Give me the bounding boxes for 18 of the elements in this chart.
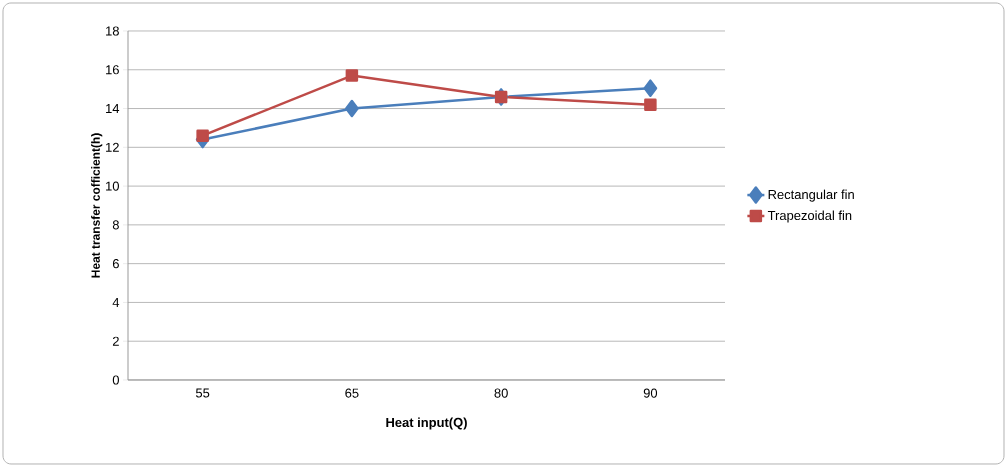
- x-tick-label: 65: [345, 388, 359, 398]
- x-tick-label: 55: [195, 388, 210, 398]
- x-axis-title: Heat input(Q): [386, 417, 467, 430]
- y-tick-label: 6: [112, 259, 119, 269]
- y-axis-title: Heat transfer cofficient(h): [91, 133, 103, 278]
- legend-label: Trapezoidal fin: [767, 210, 852, 223]
- y-tick-label: 2: [112, 336, 119, 346]
- y-tick-label: 0: [112, 375, 119, 385]
- y-tick-label: 18: [106, 26, 119, 36]
- y-tick-label: 14: [106, 104, 120, 113]
- y-tick-label: 4: [112, 297, 120, 307]
- legend-label: Rectangular fin: [768, 189, 854, 202]
- x-tick-label: 80: [494, 388, 508, 398]
- y-tick-label: 16: [106, 65, 119, 75]
- y-tick-label: 10: [106, 181, 119, 191]
- y-tick-label: 8: [112, 220, 119, 230]
- y-tick-label: 12: [106, 142, 119, 152]
- x-tick-label: 90: [643, 388, 658, 398]
